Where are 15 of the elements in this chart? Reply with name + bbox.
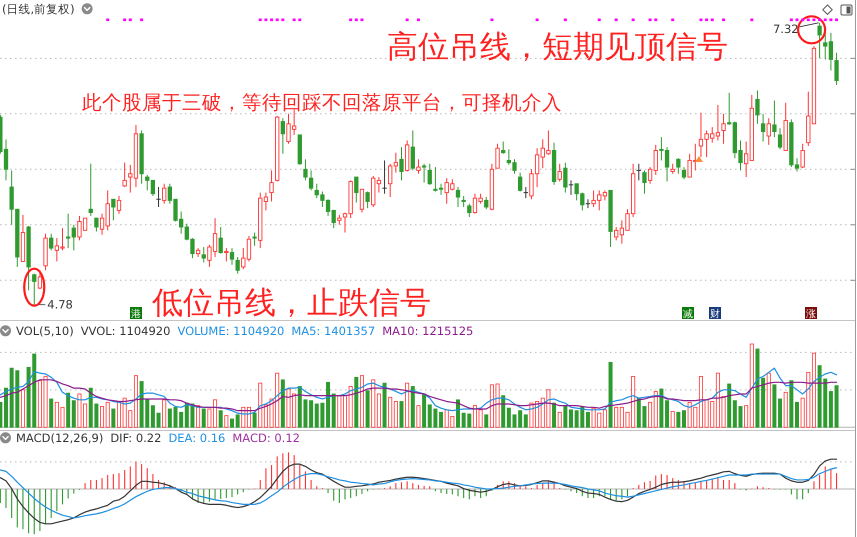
text: DEA: 0.16 xyxy=(168,431,226,445)
chart-title: MACD(12,26,9) xyxy=(16,431,104,445)
series-label: MACD: 0.12 xyxy=(232,431,300,445)
text: MA5: 1401357 xyxy=(291,324,376,338)
annotation: 低位吊线，止跌信号 xyxy=(152,285,431,321)
text: MA10: 1215125 xyxy=(382,324,474,338)
annotation: 高位吊线，短期见顶信号 xyxy=(387,29,728,65)
text: VVOL: 1104920 xyxy=(80,324,170,338)
text: VOLUME: 1104920 xyxy=(177,324,284,338)
annotation: 7.32 xyxy=(772,22,799,36)
text: DIF: 0.22 xyxy=(110,431,162,445)
annotation: 4.78 xyxy=(47,298,73,312)
chart-title: (日线,前复权) xyxy=(2,2,75,16)
chart-title: VOL(5,10) xyxy=(16,324,74,338)
annotation: 此个股属于三破，等待回踩不回落原平台，可择机介入 xyxy=(82,91,562,114)
